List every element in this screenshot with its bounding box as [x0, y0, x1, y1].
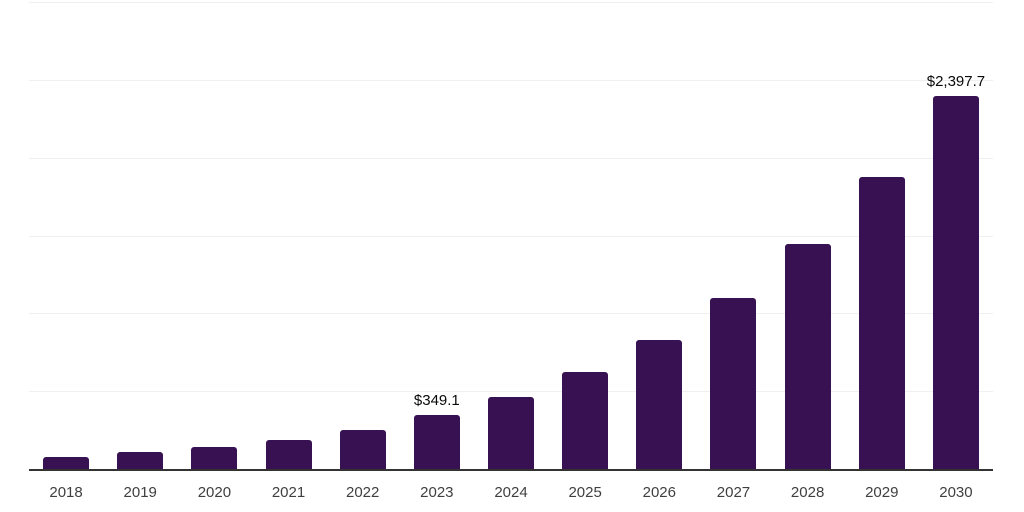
bar-2021	[265, 440, 312, 469]
x-tick-2030: 2030	[939, 484, 973, 501]
gridline	[29, 2, 993, 3]
bar-2018	[43, 457, 90, 469]
x-tick-2029: 2029	[865, 484, 899, 501]
bar-2023	[413, 414, 460, 469]
x-tick-2021: 2021	[271, 484, 306, 501]
x-tick-2028: 2028	[790, 484, 825, 501]
x-axis-labels: 2018 2019 2020 2021 2022 2023 2024 2025 2026 2027…	[0, 484, 1024, 506]
bar-2028	[784, 243, 831, 469]
bar-2020	[191, 447, 238, 469]
bar-2026	[636, 340, 683, 469]
gridline	[29, 79, 993, 81]
x-tick-2019: 2019	[123, 484, 157, 501]
x-tick-2022: 2022	[346, 484, 380, 501]
bar-2022	[339, 430, 386, 469]
x-tick-2020: 2020	[197, 484, 232, 501]
x-tick-2027: 2027	[716, 484, 751, 501]
data-label-2023: $349.1	[413, 391, 460, 409]
x-tick-2018: 2018	[49, 484, 83, 501]
data-label-2030: $2,397.7	[926, 72, 986, 90]
bar-2025	[562, 372, 609, 469]
bar-2019	[117, 452, 164, 469]
gridline	[29, 157, 993, 159]
x-tick-2023: 2023	[420, 484, 454, 501]
gridline	[29, 391, 993, 393]
gridline	[29, 313, 993, 315]
bar-2024	[488, 397, 534, 469]
bar-2027	[710, 298, 757, 469]
bar-2029	[858, 176, 905, 469]
x-tick-2026: 2026	[642, 484, 676, 501]
x-tick-2025: 2025	[568, 484, 602, 501]
bar-2030	[932, 95, 979, 469]
plot-area: $349.1 $2,397.7	[29, 2, 993, 471]
gridline	[29, 235, 993, 237]
x-tick-2024: 2024	[494, 484, 528, 501]
